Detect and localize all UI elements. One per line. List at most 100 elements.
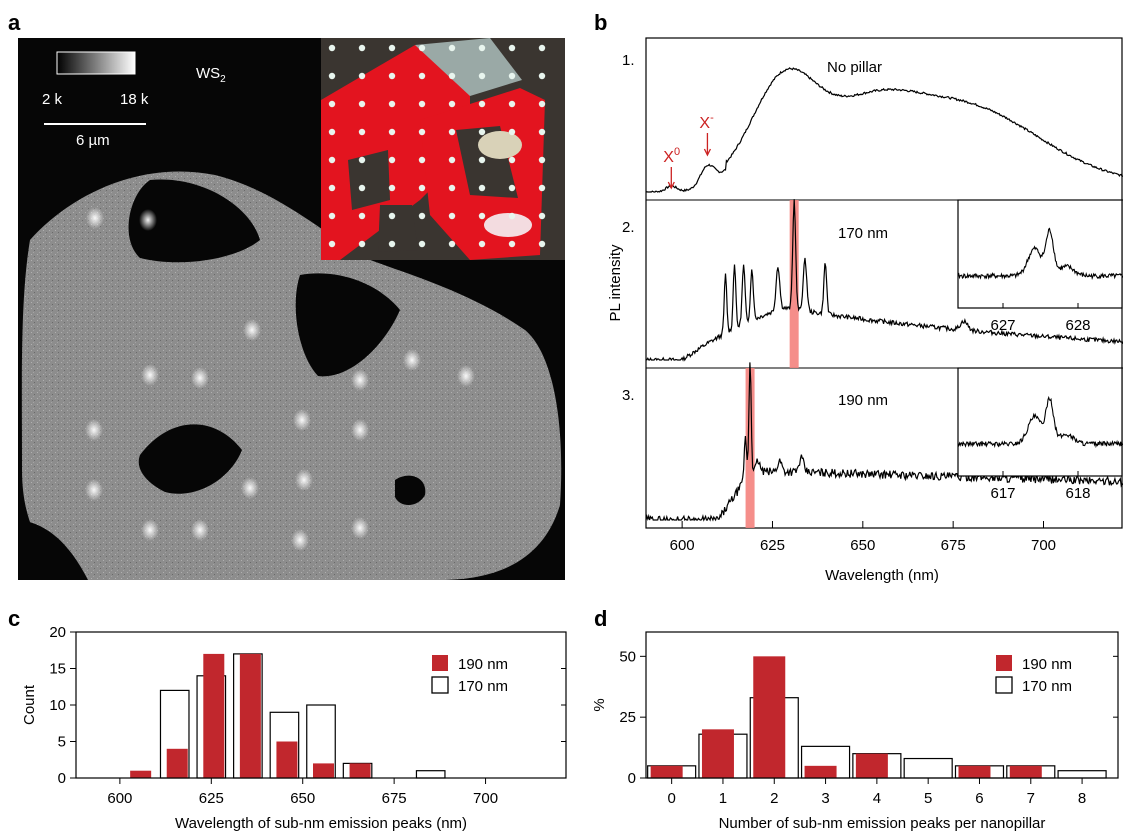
legend-label-170nm: 170 nm [1022,678,1072,695]
inset-tick-label: 627 [990,317,1015,334]
bright-spot [191,519,209,541]
spectrum-trace [645,67,1123,193]
pillar-dot [328,100,336,108]
panel-b-xlabel: Wavelength (nm) [825,567,939,584]
pillar-dot [328,72,336,80]
bar-190nm [203,653,225,778]
bright-spot [85,419,103,441]
axes-frame [645,631,1119,779]
bright-spot [351,517,369,539]
x-axis-label: Wavelength of sub-nm emission peaks (nm) [175,815,467,832]
pillar-dot [448,128,456,136]
scale-bar-label: 6 µm [76,132,110,149]
pillar-dot [448,212,456,220]
bar-190nm [130,770,152,778]
bar-170nm [903,757,953,779]
pillar-dot [388,44,396,52]
bar-190nm [753,656,786,778]
pillar-dot [418,240,426,248]
pillar-dot [328,128,336,136]
pillar-dot [478,100,486,108]
legend-swatch-170nm [995,676,1013,694]
pillar-dot [478,44,486,52]
x-tick-label: 675 [941,537,966,554]
bright-spot [141,519,159,541]
pillar-dot [508,184,516,192]
pillar-dot [448,240,456,248]
pillar-dot [418,128,426,136]
pillar-dot [358,100,366,108]
bright-spot [293,409,311,431]
legend-label-170nm: 170 nm [458,678,508,695]
x-tick-label: 675 [382,790,407,807]
pillar-dot [328,156,336,164]
legend-swatch-190nm [432,655,448,671]
spectrum-label: 190 nm [838,392,888,409]
panel-label-a: a [8,10,21,35]
bar-170nm [415,770,446,779]
pillar-dot [508,100,516,108]
pillar-dot [388,212,396,220]
pillar-dot [388,240,396,248]
pillar-dot [388,72,396,80]
panel-d-histogram: 0 1 2 3 4 5 6 7 8 0 25 50 Number of sub-nm emission … [591,631,1119,832]
x-tick-label: 600 [107,790,132,807]
pillar-dot [478,212,486,220]
y-axis-label: % [591,698,608,711]
pillar-dot [478,72,486,80]
pillar-dot [478,156,486,164]
legend-swatch-170nm [431,676,449,694]
bar-190nm [958,765,991,778]
x-tick-label: 0 [667,790,675,807]
pillar-dot [358,128,366,136]
pillar-dot [358,44,366,52]
peak-highlight [789,200,799,368]
pillar-dot [328,212,336,220]
pillar-dot [418,44,426,52]
bar-190nm [855,753,888,778]
pillar-dot [508,128,516,136]
bright-spot [457,365,475,387]
pillar-dot [358,72,366,80]
panel-label-d: d [594,606,607,631]
bright-spot [241,477,259,499]
bar-190nm [276,741,298,778]
pillar-dot [358,184,366,192]
inset-tick-label: 618 [1065,485,1090,502]
bright-spot [86,207,104,229]
y-tick-label: 25 [619,709,636,726]
exciton-label: X- [699,112,714,132]
x-tick-label: 2 [770,790,778,807]
pillar-dot [418,184,426,192]
colorbar-min-label: 2 k [42,91,63,108]
pillar-dot [388,100,396,108]
pillar-dot [418,212,426,220]
bright-spot [191,367,209,389]
bar-190nm [239,653,261,778]
colorbar-max-label: 18 k [120,91,149,108]
pillar-dot [538,72,546,80]
y-tick-label: 0 [58,770,66,787]
bar-190nm [1009,765,1042,778]
pillar-dot [538,212,546,220]
exciton-label: X0 [663,146,680,166]
x-tick-label: 4 [873,790,881,807]
pillar-dot [538,128,546,136]
pillar-dot [418,72,426,80]
bright-spot [291,529,309,551]
bright-spot [295,469,313,491]
pillar-dot [418,100,426,108]
x-tick-label: 5 [924,790,932,807]
pillar-dot [508,156,516,164]
spectrum-label: 170 nm [838,225,888,242]
spectrum-trace [645,362,1123,522]
x-tick-label: 625 [199,790,224,807]
x-tick-label: 3 [821,790,829,807]
x-tick-label: 700 [1031,537,1056,554]
pillar-dot [478,128,486,136]
bright-spot [139,209,157,231]
bar-190nm [166,748,188,778]
y-tick-label: 10 [49,697,66,714]
spectrum-index: 2. [622,219,635,236]
pillar-dot [448,184,456,192]
